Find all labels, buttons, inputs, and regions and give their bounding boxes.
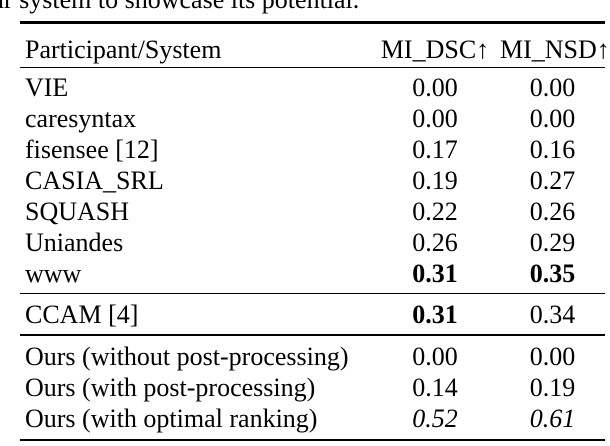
table-row: CCAM [4] 0.31 0.34 (20, 299, 605, 330)
table-row: VIE 0.00 0.00 (20, 72, 605, 103)
participant-name: VIE (25, 72, 69, 102)
header-rule (20, 66, 605, 68)
participant-name: Ours (without post-processing) (25, 341, 349, 371)
bottom-rule (20, 438, 605, 441)
mi-dsc-value: 0.14 (412, 372, 458, 402)
mi-nsd-value: 0.35 (529, 258, 576, 288)
participants-section: VIE 0.00 0.00 caresyntax 0.00 0.00 fisen… (20, 68, 605, 293)
participant-name: Ours (with post-processing) (25, 372, 316, 402)
mi-nsd-value: 0.16 (529, 134, 576, 164)
mi-dsc-value: 0.00 (412, 341, 458, 371)
mi-dsc-value: 0.17 (412, 134, 458, 164)
table-row: www 0.31 0.35 (20, 258, 605, 289)
participant-name: caresyntax (25, 103, 137, 133)
top-rule (20, 21, 605, 24)
table-row: SQUASH 0.22 0.26 (20, 196, 605, 227)
table-row: Ours (without post-processing) 0.00 0.00 (20, 341, 605, 372)
participant-name: SQUASH (25, 196, 130, 226)
table-row: Uniandes 0.26 0.29 (20, 227, 605, 258)
participant-name: Ours (with optimal ranking) (25, 403, 318, 433)
table-row: caresyntax 0.00 0.00 (20, 103, 605, 134)
mi-nsd-value: 0.61 (529, 403, 576, 433)
mi-dsc-value: 0.31 (412, 300, 458, 329)
participant-name: CCAM [4] (25, 300, 139, 329)
mi-nsd-value: 0.27 (529, 165, 576, 195)
results-table: Participant/System MI_DSC↑ MI_NSD↑ VIE 0… (20, 21, 610, 441)
participant-name: Uniandes (25, 227, 124, 257)
mi-dsc-value: 0.31 (412, 258, 458, 288)
section-rule (20, 292, 605, 294)
mi-dsc-value: 0.52 (412, 403, 458, 433)
mi-nsd-value: 0.26 (529, 196, 576, 226)
mi-dsc-value: 0.00 (412, 72, 458, 102)
mi-nsd-value: 0.29 (529, 227, 576, 257)
mi-nsd-value: 0.34 (529, 300, 576, 329)
column-header-participant: Participant/System (25, 34, 222, 64)
mi-dsc-value: 0.00 (412, 103, 458, 133)
table-row: CASIA_SRL 0.19 0.27 (20, 165, 605, 196)
mi-dsc-value: 0.22 (412, 196, 458, 226)
ours-section: Ours (without post-processing) 0.00 0.00… (20, 336, 605, 439)
mi-nsd-value: 0.00 (529, 341, 576, 371)
column-header-mi-nsd: MI_NSD↑ (500, 34, 610, 64)
participant-name: fisensee [12] (25, 134, 159, 164)
table-row: Ours (with post-processing) 0.14 0.19 (20, 372, 605, 403)
mi-nsd-value: 0.19 (529, 372, 576, 402)
ccam-section: CCAM [4] 0.31 0.34 (20, 294, 605, 334)
caption-text: ur system to showcase its potential. (0, 0, 359, 14)
section-rule (20, 334, 605, 336)
table-row: fisensee [12] 0.17 0.16 (20, 134, 605, 165)
participant-name: CASIA_SRL (25, 165, 164, 195)
mi-dsc-value: 0.19 (412, 165, 458, 195)
table-header-row: Participant/System MI_DSC↑ MI_NSD↑ (20, 24, 610, 67)
column-header-mi-dsc: MI_DSC↑ (380, 34, 490, 64)
mi-dsc-value: 0.26 (412, 227, 458, 257)
table-row: Ours (with optimal ranking) 0.52 0.61 (20, 403, 605, 434)
mi-nsd-value: 0.00 (529, 103, 576, 133)
participant-name: www (25, 258, 82, 288)
mi-nsd-value: 0.00 (529, 72, 576, 102)
